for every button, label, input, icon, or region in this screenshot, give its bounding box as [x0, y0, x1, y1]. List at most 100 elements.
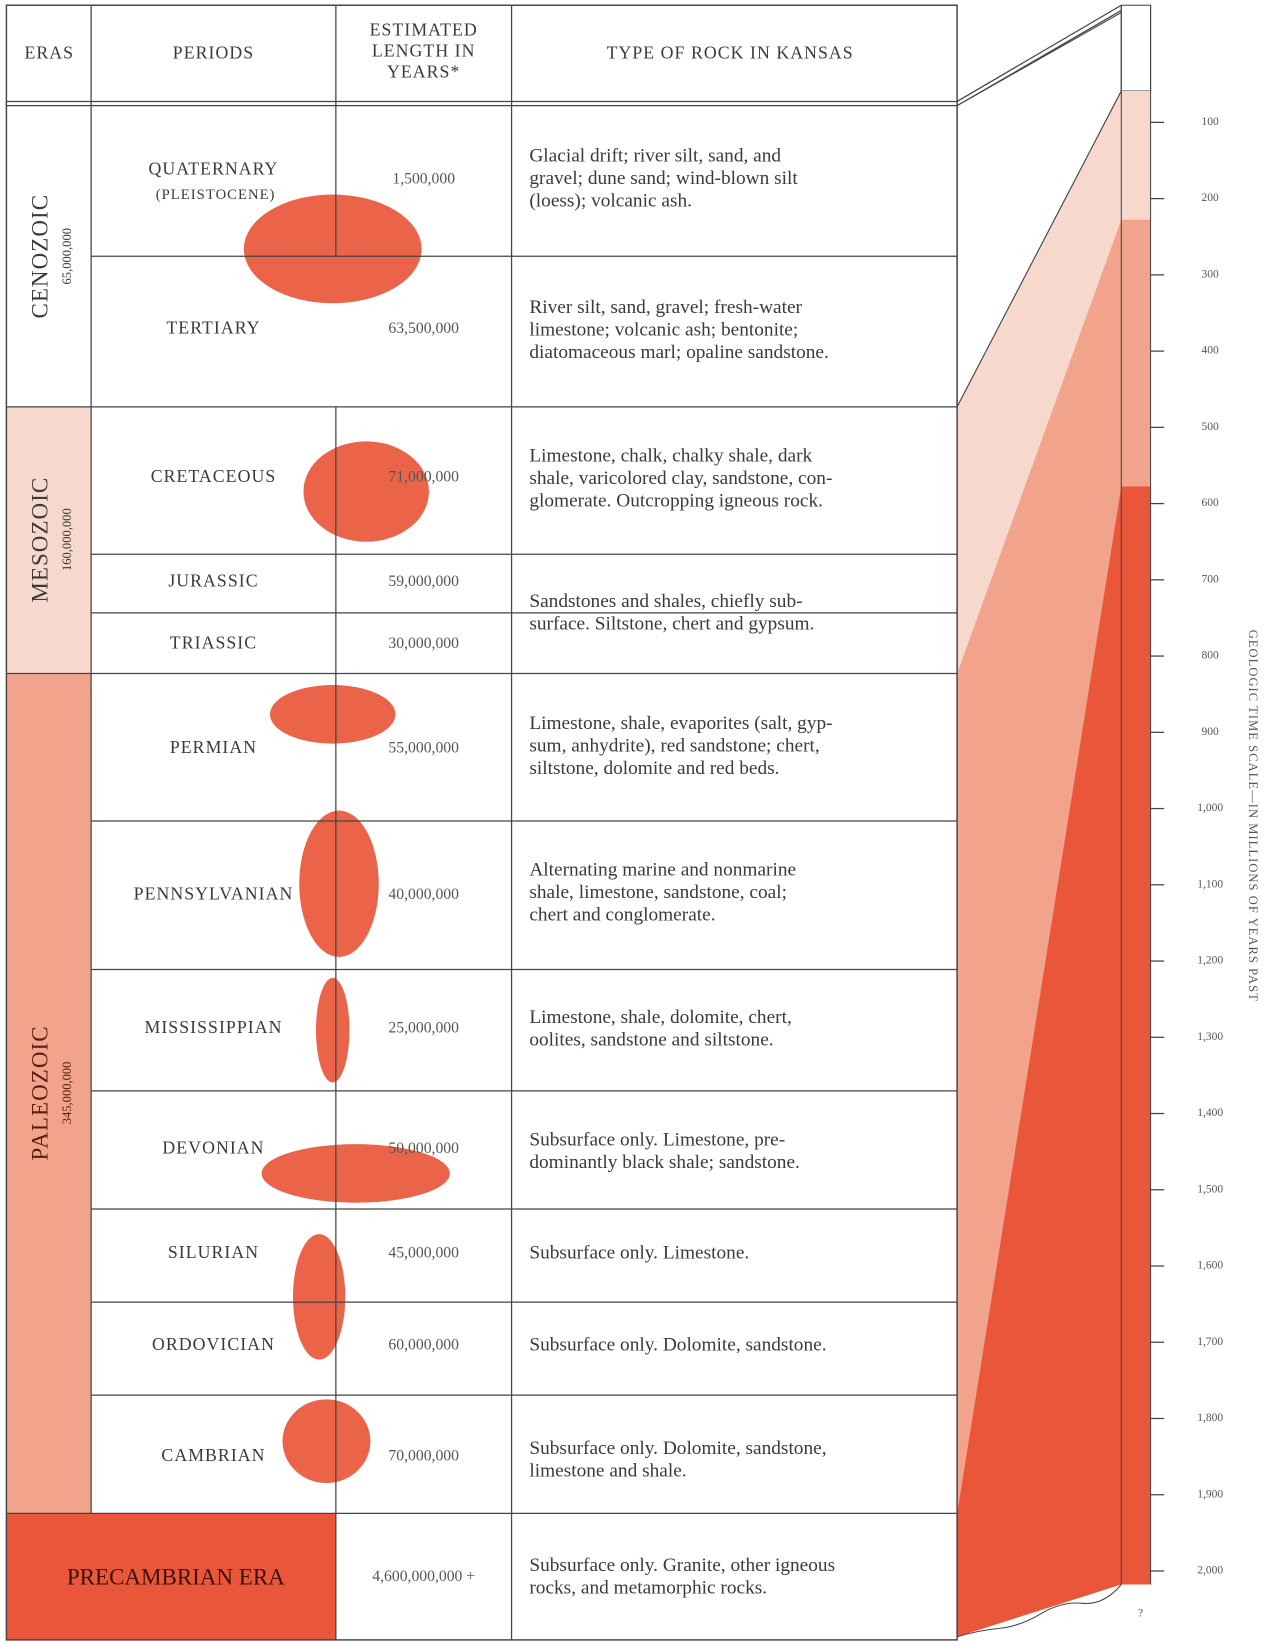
period-note: (PLEISTOCENE): [156, 187, 276, 203]
era-name: PRECAMBRIAN ERA: [67, 1565, 285, 1590]
scale-bar: [1121, 220, 1150, 487]
scale-tick-label: 900: [1202, 726, 1220, 738]
period-length: 70,000,000: [388, 1447, 459, 1464]
header-rock: TYPE OF ROCK IN KANSAS: [607, 42, 854, 62]
period-name: CAMBRIAN: [161, 1445, 265, 1465]
period-length: 40,000,000: [388, 886, 459, 903]
period-name: CRETACEOUS: [151, 466, 277, 486]
scale-tick-label: 1,300: [1197, 1031, 1223, 1043]
rock-text: Subsurface only. Dolomite, sandstone,: [529, 1438, 826, 1459]
period-length: 45,000,000: [388, 1245, 459, 1262]
rock-text: Limestone, chalk, chalky shale, dark: [529, 445, 812, 466]
era-length: 4,600,000,000 +: [372, 1568, 475, 1585]
illustration: [283, 1399, 371, 1483]
era-length: 345,000,000: [60, 1062, 74, 1125]
rock-text: dominantly black shale; sandstone.: [529, 1152, 800, 1173]
header-length: YEARS*: [387, 61, 460, 81]
rock-text: Subsurface only. Limestone.: [529, 1242, 749, 1263]
period-name: PERMIAN: [170, 737, 257, 757]
scale-tick-label: 1,500: [1197, 1183, 1223, 1195]
period-length: 30,000,000: [388, 635, 459, 652]
rock-text: glomerate. Outcropping igneous rock.: [529, 490, 823, 511]
header-periods: PERIODS: [173, 42, 254, 62]
scale-tick-label: 500: [1202, 421, 1220, 433]
period-length: 59,000,000: [388, 573, 459, 590]
header-eras: ERAS: [24, 42, 74, 62]
scale-label: GEOLOGIC TIME SCALE—IN MILLIONS OF YEARS…: [1246, 630, 1260, 1002]
period-length: 63,500,000: [388, 320, 459, 337]
scale-tick-label: 2,000: [1197, 1565, 1223, 1577]
scale-tick-label: 1,700: [1197, 1336, 1223, 1348]
period-name: TERTIARY: [166, 318, 260, 338]
era-name: MESOZOIC: [27, 477, 52, 603]
rock-text: siltstone, dolomite and red beds.: [529, 758, 779, 779]
era-name: CENOZOIC: [27, 194, 52, 319]
scale-tick-label: 1,900: [1197, 1488, 1223, 1500]
period-length: 71,000,000: [388, 469, 459, 486]
illustration: [299, 811, 378, 957]
scale-tick-label: 1,600: [1197, 1260, 1223, 1272]
period-length: 1,500,000: [392, 170, 455, 187]
rock-text: rocks, and metamorphic rocks.: [529, 1578, 767, 1599]
scale-tick-label: 300: [1202, 268, 1220, 280]
period-name: JURASSIC: [168, 571, 258, 591]
scale-tick-label: 600: [1202, 497, 1220, 509]
illustration: [303, 441, 429, 541]
scale-tick-label: 1,100: [1197, 878, 1223, 890]
illustration: [244, 195, 422, 304]
rock-text: shale, limestone, sandstone, coal;: [529, 882, 787, 903]
rock-text: oolites, sandstone and siltstone.: [529, 1030, 773, 1051]
illustration: [293, 1234, 345, 1360]
era-length: 160,000,000: [60, 508, 74, 571]
rock-text: Limestone, shale, evaporites (salt, gyp-: [529, 713, 832, 734]
rock-text: Sandstones and shales, chiefly sub-: [529, 591, 802, 612]
scale-tick-label: 100: [1202, 116, 1220, 128]
illustration: [270, 685, 396, 744]
rock-text: limestone; volcanic ash; bentonite;: [529, 319, 798, 340]
rock-text: Subsurface only. Limestone, pre-: [529, 1129, 785, 1150]
period-name: PENNSYLVANIAN: [134, 883, 294, 903]
scale-bar: [1121, 486, 1150, 1584]
rock-text: Subsurface only. Dolomite, sandstone.: [529, 1334, 826, 1355]
scale-tick-label: 700: [1202, 573, 1220, 585]
rock-text: limestone and shale.: [529, 1460, 686, 1481]
scale-tick-label: 1,400: [1197, 1107, 1223, 1119]
period-name: TRIASSIC: [170, 632, 257, 652]
scale-tick-label: 200: [1202, 192, 1220, 204]
period-name: MISSISSIPPIAN: [144, 1017, 282, 1037]
rock-text: (loess); volcanic ash.: [529, 190, 692, 211]
scale-bar: [1121, 5, 1150, 91]
scale-tick-label: 1,200: [1197, 955, 1223, 967]
scale-tick-label: 1,000: [1197, 802, 1223, 814]
header-length: ESTIMATED: [370, 19, 478, 39]
period-name: QUATERNARY: [149, 159, 279, 179]
period-length: 50,000,000: [388, 1140, 459, 1157]
rock-text: shale, varicolored clay, sandstone, con-: [529, 468, 832, 489]
rock-text: chert and conglomerate.: [529, 905, 715, 926]
header-length: LENGTH IN: [372, 40, 476, 60]
period-name: ORDOVICIAN: [152, 1334, 275, 1354]
period-name: SILURIAN: [168, 1242, 259, 1262]
scale-unknown: ?: [1138, 1607, 1143, 1619]
geologic-table: 100 200 300 400 500 600 700 800 900 1,000 1,100 1,2…: [0, 0, 1271, 1642]
scale-tick-label: 400: [1202, 345, 1220, 357]
rock-text: Limestone, shale, dolomite, chert,: [529, 1007, 791, 1028]
period-length: 60,000,000: [388, 1337, 459, 1354]
page: {"header": {"eras": "ERAS", "periods": "…: [0, 0, 1271, 1642]
rock-text: diatomaceous marl; opaline sandstone.: [529, 342, 829, 363]
rock-text: Glacial drift; river silt, sand, and: [529, 145, 781, 166]
rock-text: surface. Siltstone, chert and gypsum.: [529, 613, 814, 634]
scale-tick-label: 1,800: [1197, 1412, 1223, 1424]
rock-text: Alternating marine and nonmarine: [529, 860, 796, 881]
scale-bar: [1121, 91, 1150, 220]
rock-text: gravel; dune sand; wind-blown silt: [529, 168, 798, 189]
era-length: 65,000,000: [60, 228, 74, 284]
period-length: 25,000,000: [388, 1020, 459, 1037]
era-name: PALEOZOIC: [27, 1025, 52, 1160]
period-name: DEVONIAN: [162, 1137, 264, 1157]
rock-text: River silt, sand, gravel; fresh-water: [529, 297, 802, 318]
rock-text: Subsurface only. Granite, other igneous: [529, 1555, 835, 1576]
period-length: 55,000,000: [388, 739, 459, 756]
scale-tick-label: 800: [1202, 650, 1220, 662]
illustration: [316, 978, 349, 1083]
